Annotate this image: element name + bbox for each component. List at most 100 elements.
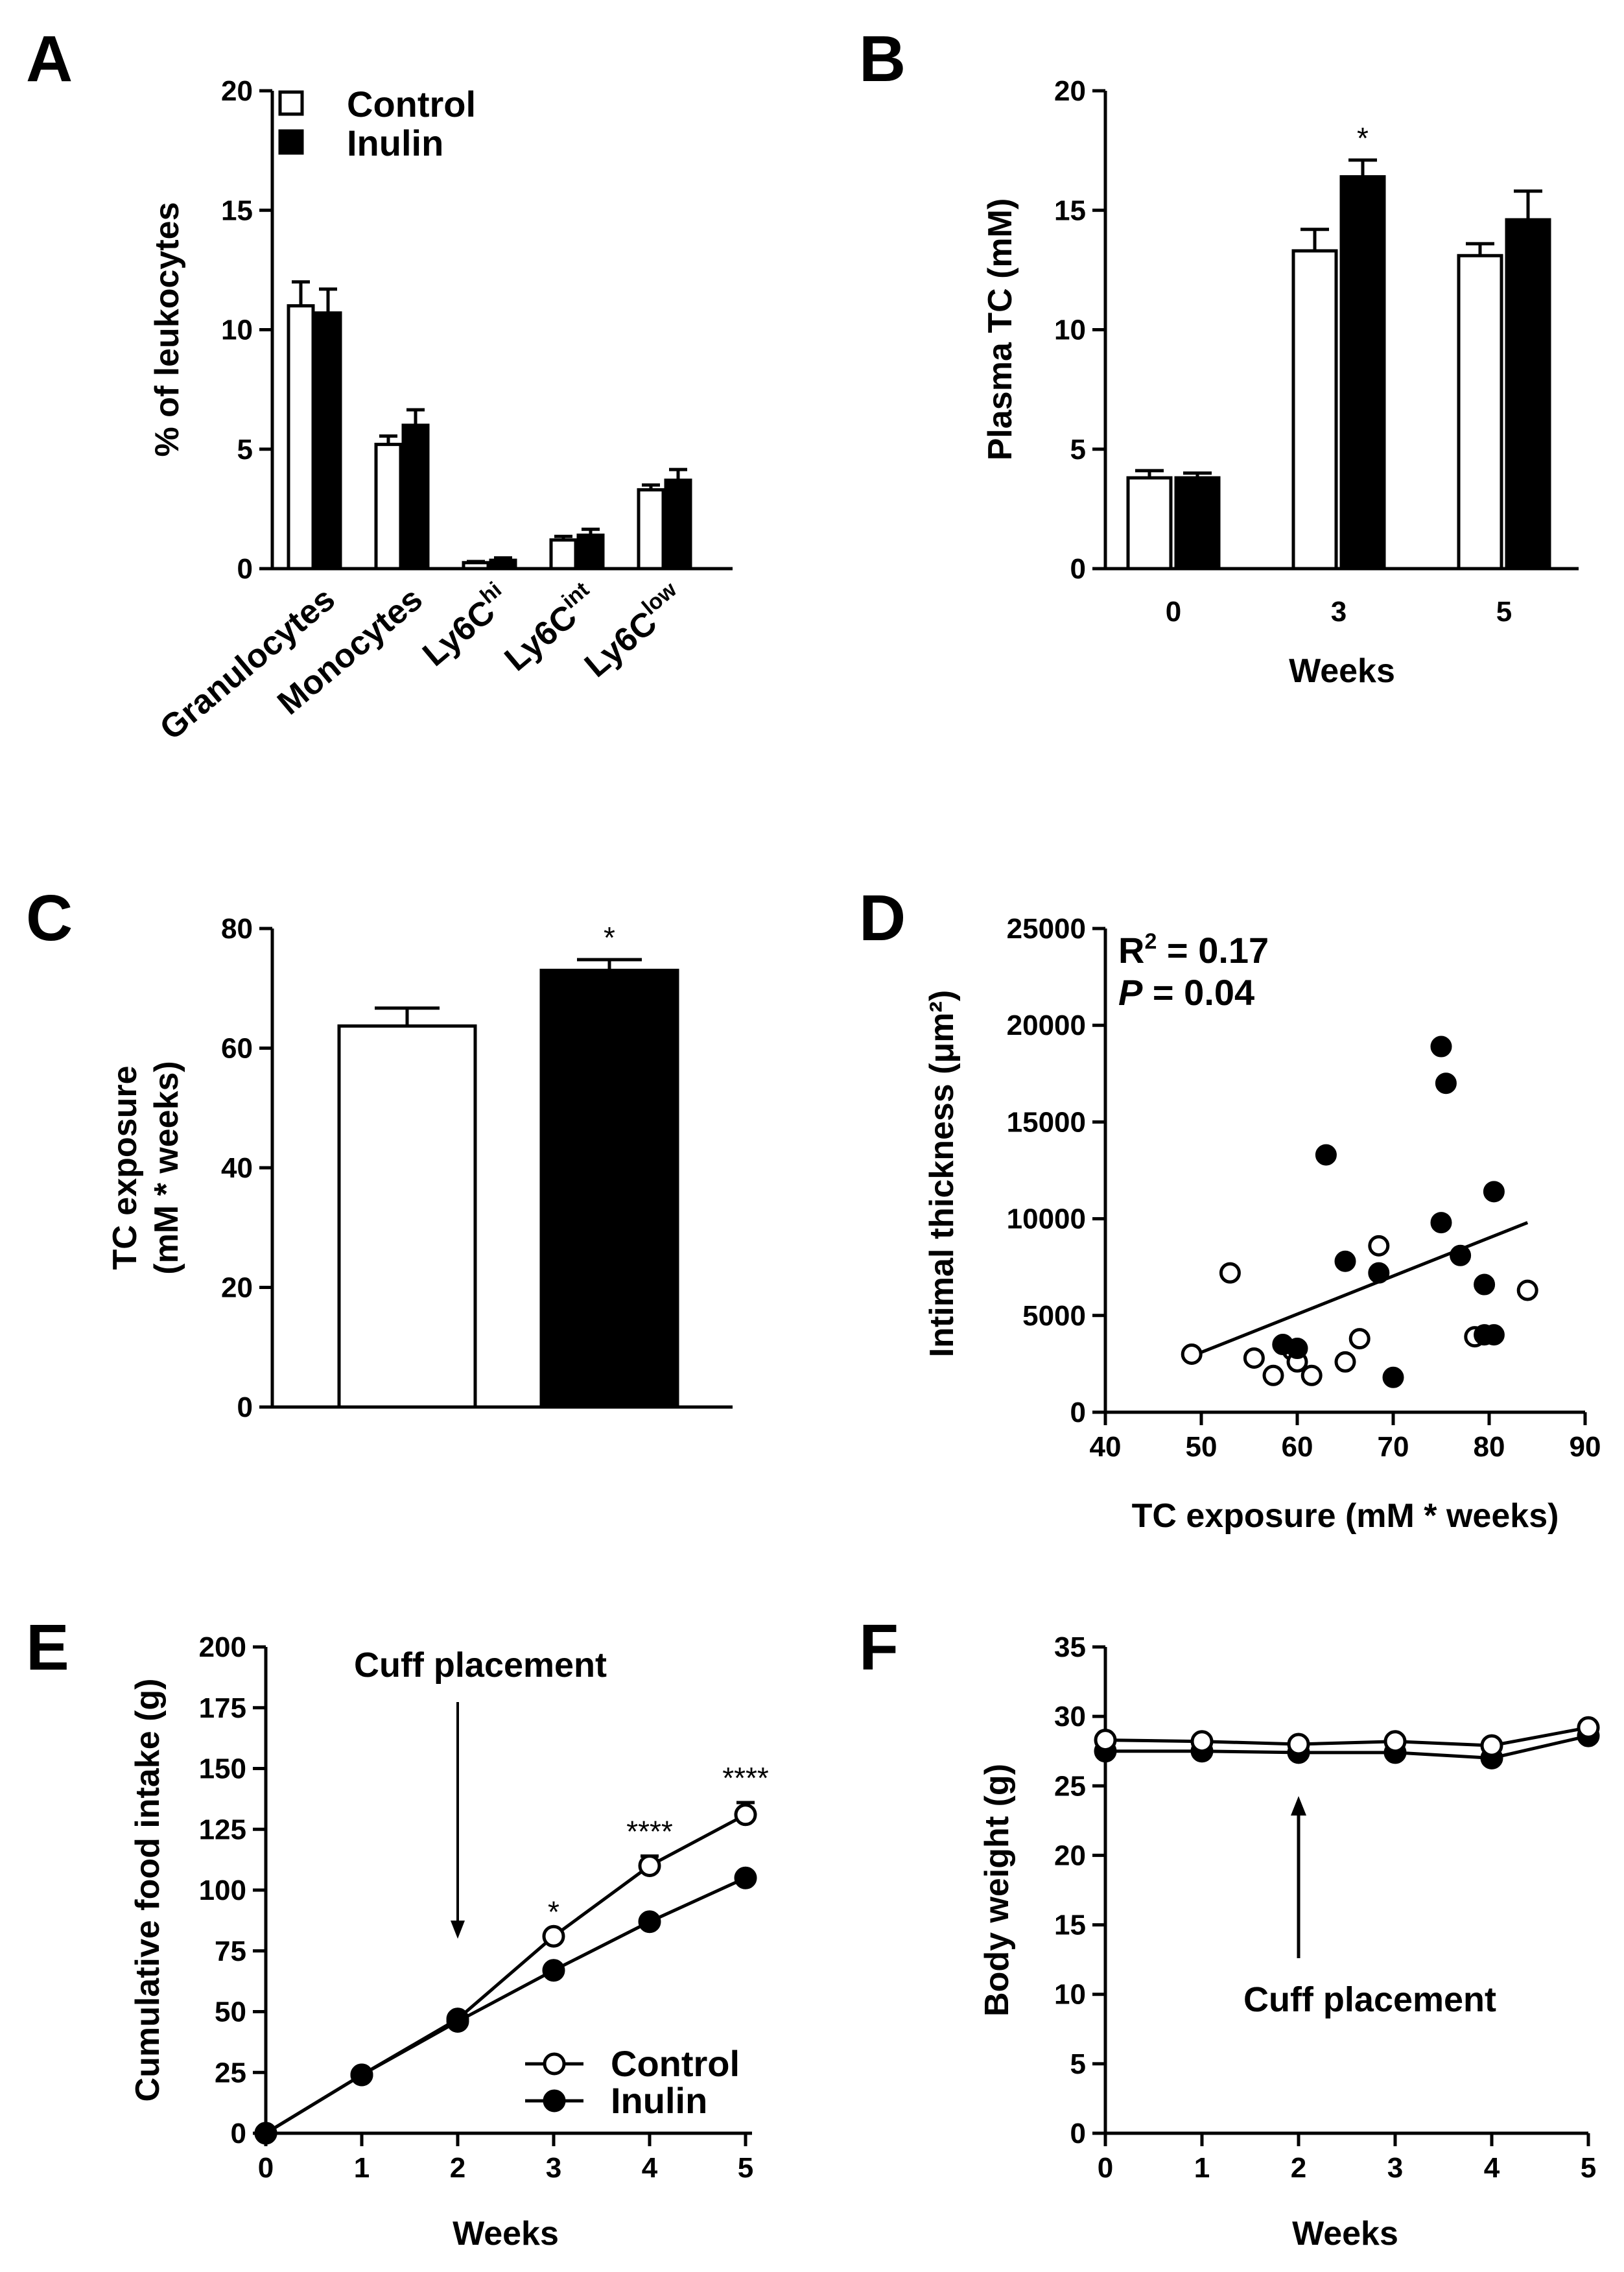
panel-b: B 0 5 10 15 20 * 0 3 5 Plasma TC (mM) Weeks <box>859 23 1579 690</box>
point-control <box>1368 1235 1390 1257</box>
point-inulin <box>1450 1244 1472 1266</box>
bar-control <box>1457 254 1503 571</box>
r2-label: R <box>1118 930 1144 971</box>
r2-superscript: 2 <box>1144 929 1157 954</box>
y-tick-label: 0 <box>237 1391 253 1423</box>
y-tick-label: 75 <box>215 1935 246 1967</box>
bar-inulin <box>539 969 679 1409</box>
y-tick-label: 5 <box>1070 2048 1086 2080</box>
cuff-placement-label: Cuff placement <box>1243 1980 1496 2019</box>
y-tick-label: 20000 <box>1007 1010 1086 1041</box>
bar-control <box>374 442 403 571</box>
y-tick-label: 15 <box>1054 195 1086 226</box>
significance-mark: **** <box>722 1761 769 1795</box>
bar-control <box>1126 476 1173 571</box>
x-tick-label: 4 <box>642 2152 658 2184</box>
panel-a-ylabel: % of leukocytes <box>148 202 186 456</box>
x-tick-label: 1 <box>354 2152 370 2184</box>
y-tick-label: 10000 <box>1007 1203 1086 1235</box>
legend-marker-control <box>543 2052 566 2076</box>
x-tick-label: 2 <box>1291 2152 1306 2184</box>
panel-d-ylabel: Intimal thickness (μm²) <box>923 990 961 1357</box>
legend-marker-inulin <box>543 2089 566 2112</box>
panel-f-xlabel: Weeks <box>1292 2215 1398 2253</box>
bar-inulin <box>1339 175 1386 571</box>
y-tick-label: 20 <box>221 1272 253 1304</box>
y-tick-label: 20 <box>1054 75 1086 107</box>
point-control <box>1516 1279 1538 1301</box>
panel-f-ylabel: Body weight (g) <box>978 1764 1016 2017</box>
panel-e-ylabel: Cumulative food intake (g) <box>129 1679 167 2102</box>
point-control <box>1300 1364 1323 1386</box>
y-tick-label: 25000 <box>1007 913 1086 945</box>
cuff-placement-label: Cuff placement <box>354 1646 607 1685</box>
panel-a-legend: Control Inulin <box>278 84 476 163</box>
point-control <box>638 1854 661 1877</box>
y-tick-label: 5000 <box>1022 1300 1086 1332</box>
x-tick-label: 60 <box>1282 1431 1313 1463</box>
x-tick-label: 0 <box>258 2152 274 2184</box>
x-tick-label: 0 <box>1166 596 1181 628</box>
y-tick-label: 175 <box>199 1692 246 1724</box>
bar-inulin <box>314 311 342 571</box>
panel-f-axes <box>1103 1647 1588 2135</box>
bar-control <box>462 561 490 571</box>
point-control <box>1190 1730 1214 1753</box>
y-tick-label: 15 <box>221 195 253 226</box>
point-inulin <box>350 2063 373 2087</box>
x-tick-label: 3 <box>546 2152 561 2184</box>
y-tick-label: 0 <box>1070 1397 1086 1428</box>
y-tick-label: 20 <box>221 75 253 107</box>
x-tick-label: 80 <box>1474 1431 1505 1463</box>
series-line-control <box>1105 1725 1589 1747</box>
y-tick-label: 40 <box>221 1152 253 1184</box>
y-tick-label: 0 <box>231 2118 246 2149</box>
bar-control <box>1291 249 1338 571</box>
bar-control <box>337 1024 477 1409</box>
y-tick-label: 60 <box>221 1033 253 1065</box>
point-inulin <box>542 1959 565 1982</box>
x-tick-label: 0 <box>1098 2152 1113 2184</box>
x-tick-label: 40 <box>1090 1431 1122 1463</box>
bar-inulin <box>576 533 605 571</box>
point-control <box>1577 1716 1600 1739</box>
y-tick-label: 30 <box>1054 1701 1086 1733</box>
panel-d-xlabel: TC exposure (mM * weeks) <box>1132 1497 1559 1535</box>
bar-control <box>549 538 578 571</box>
y-tick-label: 25 <box>1054 1770 1086 1802</box>
series-line-inulin <box>265 1876 747 2135</box>
significance-mark: * <box>1357 121 1369 155</box>
x-tick-label: 3 <box>1331 596 1347 628</box>
legend-swatch-inulin <box>278 129 304 155</box>
significance-mark: * <box>604 921 615 954</box>
bar-inulin <box>489 558 517 571</box>
panel-letter-d: D <box>859 882 906 954</box>
r2-value: = 0.17 <box>1157 930 1269 971</box>
point-control <box>1262 1364 1284 1386</box>
x-tick-label: 5 <box>1581 2152 1596 2184</box>
panel-c-ylabel-line1: TC exposure <box>106 1066 144 1270</box>
point-control <box>1181 1343 1203 1365</box>
panel-c-ylabel: TC exposure (mM * weeks) <box>106 1061 185 1274</box>
x-tick-label: 4 <box>1484 2152 1500 2184</box>
point-inulin <box>1382 1366 1404 1388</box>
panel-letter-a: A <box>26 23 73 95</box>
x-tick-label: 70 <box>1378 1431 1409 1463</box>
panel-f: F 0 5 10 15 20 25 30 35 0 1 2 3 4 5 Cuff placement B… <box>859 1611 1600 2253</box>
panel-letter-c: C <box>26 882 73 954</box>
point-control <box>1383 1730 1407 1753</box>
category-label: Ly6Chi <box>413 577 517 674</box>
y-tick-label: 15000 <box>1007 1106 1086 1138</box>
point-control <box>1219 1262 1241 1284</box>
y-tick-label: 125 <box>199 1814 246 1845</box>
point-inulin <box>1435 1072 1457 1095</box>
y-tick-label: 10 <box>221 314 253 346</box>
point-control <box>1480 1734 1503 1757</box>
x-tick-label: 5 <box>1496 596 1512 628</box>
x-tick-label: 5 <box>738 2152 753 2184</box>
y-tick-label: 50 <box>215 1996 246 2028</box>
y-tick-label: 0 <box>237 553 253 585</box>
legend-label-control: Control <box>347 84 476 124</box>
bar-control <box>637 488 665 571</box>
